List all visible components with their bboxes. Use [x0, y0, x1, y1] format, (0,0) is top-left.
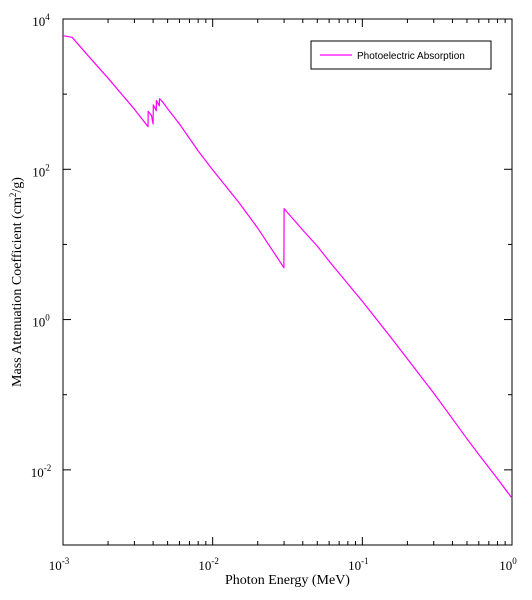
x-tick-label: 10-2	[198, 556, 219, 573]
y-tick-label: 100	[32, 313, 50, 330]
tick-base: 10	[32, 14, 45, 29]
tick-exponent: 0	[45, 313, 50, 323]
y-tick-label: 104	[32, 12, 50, 29]
plot-frame	[62, 18, 513, 546]
series-line-photoelectric-absorption	[62, 35, 513, 499]
tick-base: 10	[348, 558, 361, 573]
tick-exponent: -2	[44, 463, 52, 473]
legend: Photoelectric Absorption	[310, 40, 492, 70]
y-axis-title-sup: 2	[8, 193, 18, 198]
y-axis-title-suffix: /g)	[10, 177, 25, 193]
tick-base: 10	[31, 465, 44, 480]
tick-exponent: 2	[45, 162, 50, 172]
tick-base: 10	[198, 558, 211, 573]
x-axis-title: Photon Energy (MeV)	[225, 573, 350, 588]
tick-exponent: 0	[512, 556, 517, 566]
axis-ticks	[62, 18, 513, 546]
x-tick-label: 10-3	[49, 556, 70, 573]
legend-label: Photoelectric Absorption	[357, 51, 465, 62]
tick-base: 10	[32, 164, 45, 179]
tick-base: 10	[32, 315, 45, 330]
tick-base: 10	[49, 558, 62, 573]
x-tick-label: 100	[499, 556, 517, 573]
tick-exponent: -1	[361, 556, 369, 566]
y-axis-title-main: Mass Attenuation Coefficient (cm	[10, 197, 25, 387]
tick-exponent: -2	[211, 556, 219, 566]
tick-exponent: -3	[62, 556, 70, 566]
y-tick-label: 10-2	[31, 463, 52, 480]
y-axis-title: Mass Attenuation Coefficient (cm2/g)	[8, 177, 25, 387]
y-tick-label: 102	[32, 162, 50, 179]
x-tick-label: 10-1	[348, 556, 369, 573]
tick-base: 10	[499, 558, 512, 573]
tick-exponent: 4	[45, 12, 50, 22]
